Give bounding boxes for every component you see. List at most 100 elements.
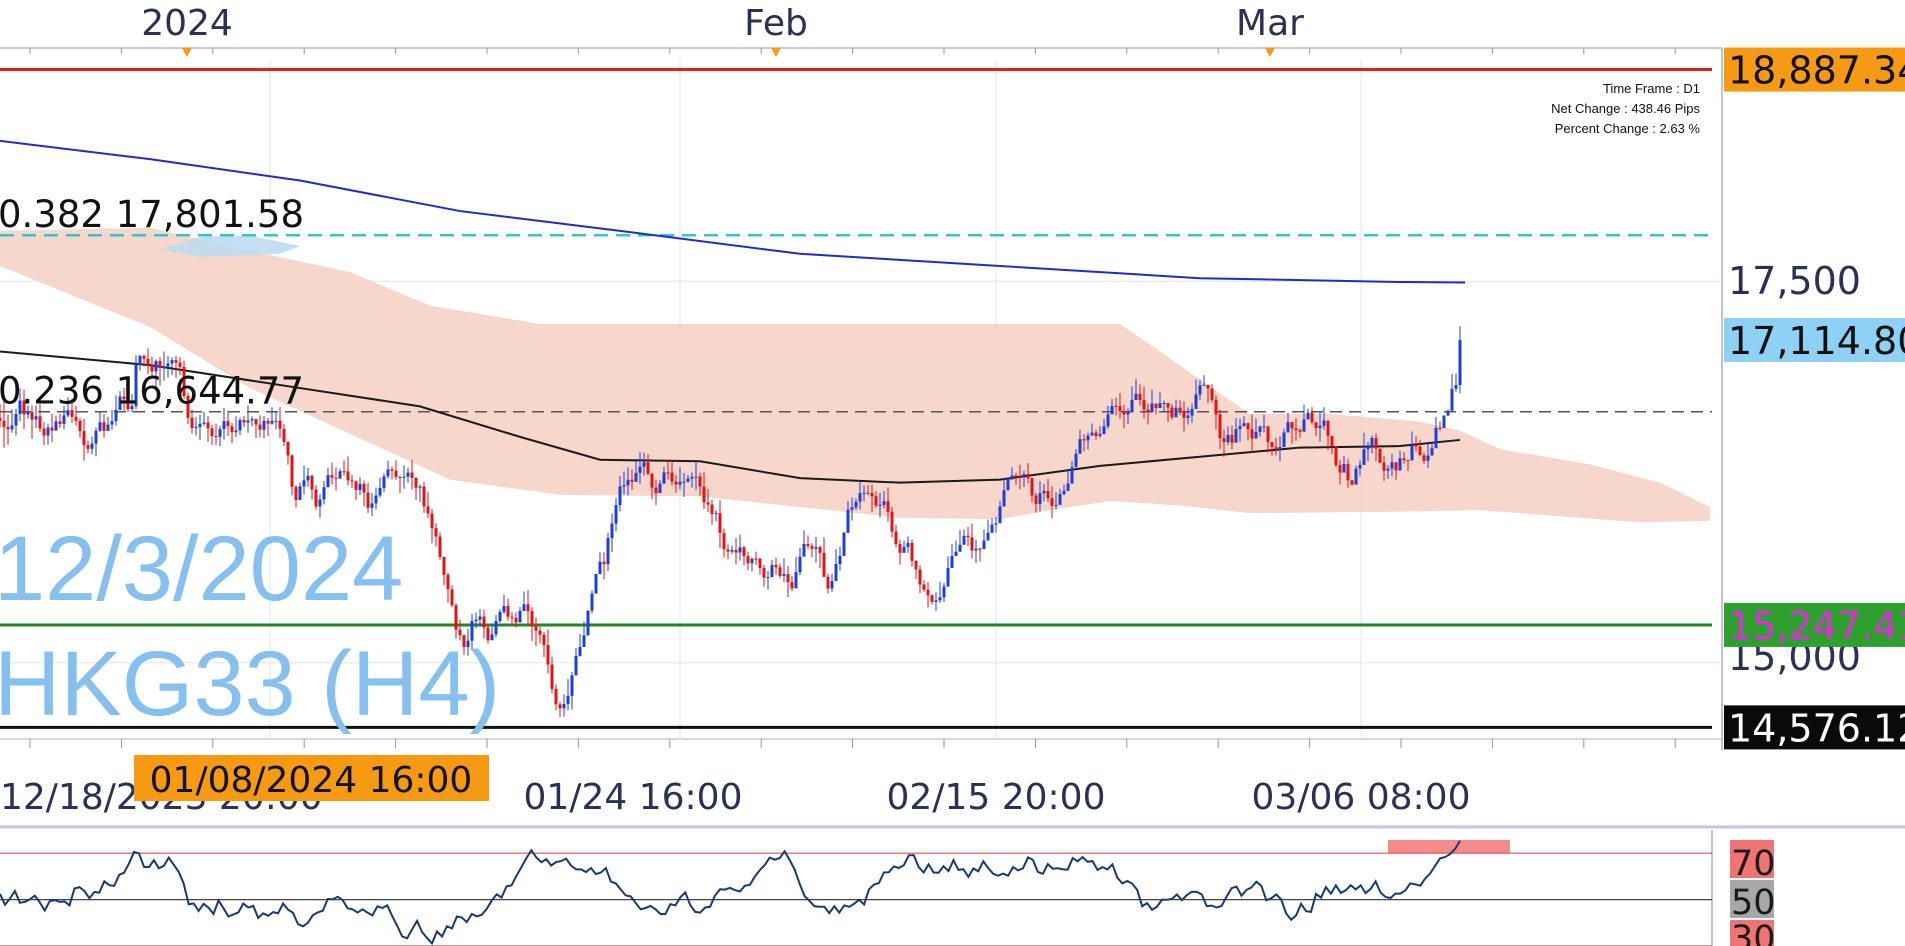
candle-body [278, 420, 282, 429]
price-level-tag-label: 15,247.41 [1728, 604, 1905, 648]
candle-body [1070, 467, 1074, 484]
candle-body [426, 506, 430, 514]
candle-body [1442, 415, 1446, 429]
time-axis-label: 02/15 20:00 [887, 777, 1106, 818]
candle-body [1402, 458, 1406, 461]
candle-body [1066, 483, 1070, 491]
candle-body [718, 513, 722, 533]
candle-body [950, 556, 954, 568]
candle-body [966, 535, 970, 538]
rsi-level-label: 50 [1731, 883, 1776, 923]
candle-body [566, 695, 570, 705]
candle-body [646, 462, 650, 474]
candle-body [226, 421, 230, 427]
info-timeframe: Time Frame : D1 [1603, 81, 1700, 96]
candle-body [1354, 468, 1358, 485]
candle-body [534, 626, 538, 631]
candle-body [242, 420, 246, 423]
candle-body [1054, 504, 1058, 506]
candle-body [1342, 464, 1346, 473]
candle-body [1098, 434, 1102, 436]
rsi-tag-50 [1730, 880, 1774, 918]
candle-body [254, 419, 258, 425]
candle-body [974, 548, 978, 551]
candle-body [798, 556, 802, 573]
candle-body [1266, 426, 1270, 442]
candle-body [1106, 414, 1110, 427]
candle-body [1302, 419, 1306, 432]
candle-body [1450, 388, 1454, 411]
candle-body [58, 421, 62, 424]
candle-body [1050, 498, 1054, 506]
candle-body [1034, 495, 1038, 504]
candle-body [1222, 438, 1226, 443]
top-axis-marker [771, 48, 781, 57]
candle-body [1274, 446, 1278, 450]
candle-body [434, 528, 438, 537]
candle-body [906, 542, 910, 547]
candle-body [302, 480, 306, 487]
candle-body [42, 428, 46, 436]
top-axis-ticks [29, 48, 1676, 54]
candle-body [458, 629, 462, 636]
watermark-date: 12/3/2024 [0, 518, 403, 620]
candle-body [1330, 435, 1334, 447]
candle-body [578, 646, 582, 656]
candle-body [1006, 479, 1010, 491]
candle-body [1322, 420, 1326, 426]
candle-body [0, 417, 2, 421]
candle-body [994, 523, 998, 525]
candle-body [1398, 458, 1402, 471]
candle-body [506, 605, 510, 617]
price-level-tag [1724, 602, 1905, 647]
candle-body [810, 545, 814, 549]
candle-body [1210, 388, 1214, 400]
candle-body [1434, 427, 1438, 449]
candle-body [594, 573, 598, 594]
candle-body [1390, 462, 1394, 469]
candle-body [270, 420, 274, 424]
candle-body [374, 495, 378, 504]
candle-body [1246, 423, 1250, 430]
candle-body [1426, 455, 1430, 461]
candle-body [690, 476, 694, 479]
candle-body [518, 610, 522, 623]
candle-body [726, 549, 730, 552]
candle-body [62, 415, 66, 424]
candle-body [430, 513, 434, 529]
candle-body [358, 483, 362, 490]
candle-body [670, 472, 674, 482]
candle-body [770, 564, 774, 578]
candle-body [322, 487, 326, 500]
candle-body [1102, 426, 1106, 435]
candle-body [862, 492, 866, 494]
candle-body [1154, 403, 1158, 409]
candle-body [1458, 340, 1462, 386]
candle-body [1346, 464, 1350, 481]
candle-body [1122, 411, 1126, 415]
candle-body [1186, 415, 1190, 418]
candle-body [1258, 426, 1262, 433]
candle-body [1026, 473, 1030, 479]
candle-body [742, 547, 746, 557]
candle-body [746, 556, 750, 564]
candle-body [1206, 384, 1210, 389]
candle-body [1190, 408, 1194, 416]
candle-body [1118, 406, 1122, 412]
candle-body [386, 469, 390, 477]
candle-body [554, 688, 558, 705]
candle-body [482, 616, 486, 628]
crosshair-time-label: 01/08/2024 16:00 [150, 760, 473, 801]
candle-body [18, 400, 22, 414]
candle-body [1366, 446, 1370, 450]
candle-body [210, 428, 214, 436]
candle-body [202, 422, 206, 424]
candle-body [30, 412, 34, 420]
candle-body [442, 556, 446, 575]
candle-body [614, 505, 618, 524]
candle-body [346, 471, 350, 481]
candle-body [326, 475, 330, 488]
candle-body [178, 362, 182, 367]
candle-body [766, 577, 770, 579]
